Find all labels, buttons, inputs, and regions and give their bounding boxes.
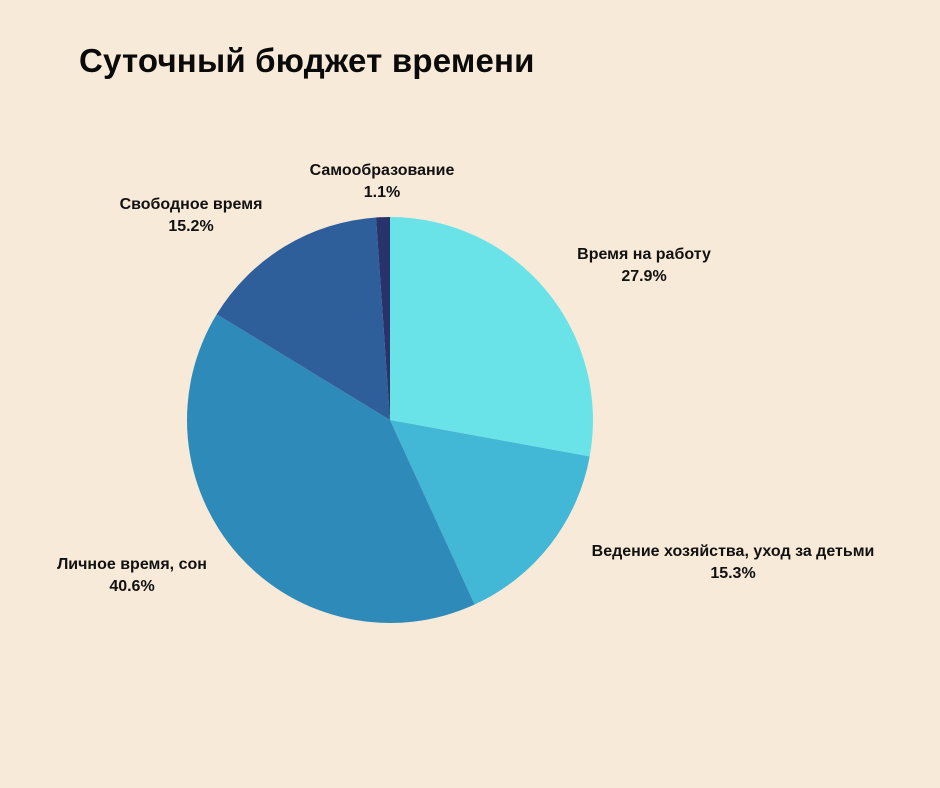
slice-label: Свободное время bbox=[120, 196, 263, 213]
slice-value-label: 27.9% bbox=[621, 268, 666, 285]
pie-slice bbox=[390, 420, 590, 605]
pie-slice bbox=[216, 217, 390, 420]
pie-slice bbox=[187, 314, 475, 623]
slice-label: Самообразование bbox=[310, 162, 455, 179]
chart-title: Суточный бюджет времени bbox=[79, 42, 535, 79]
pie-slices bbox=[187, 216, 593, 623]
slice-label: Личное время, сон bbox=[57, 556, 207, 573]
slice-value-label: 1.1% bbox=[364, 184, 400, 201]
slice-label: Ведение хозяйства, уход за детьми bbox=[592, 543, 875, 560]
slice-value-label: 15.2% bbox=[168, 218, 213, 235]
pie-slice bbox=[375, 216, 390, 420]
slice-value-label: 15.3% bbox=[710, 565, 755, 582]
slice-label: Время на работу bbox=[577, 246, 711, 263]
pie-slice bbox=[390, 217, 593, 457]
slice-value-label: 40.6% bbox=[109, 578, 154, 595]
pie-labels: Время на работу 27.9% Ведение хозяйства, у… bbox=[57, 162, 874, 595]
